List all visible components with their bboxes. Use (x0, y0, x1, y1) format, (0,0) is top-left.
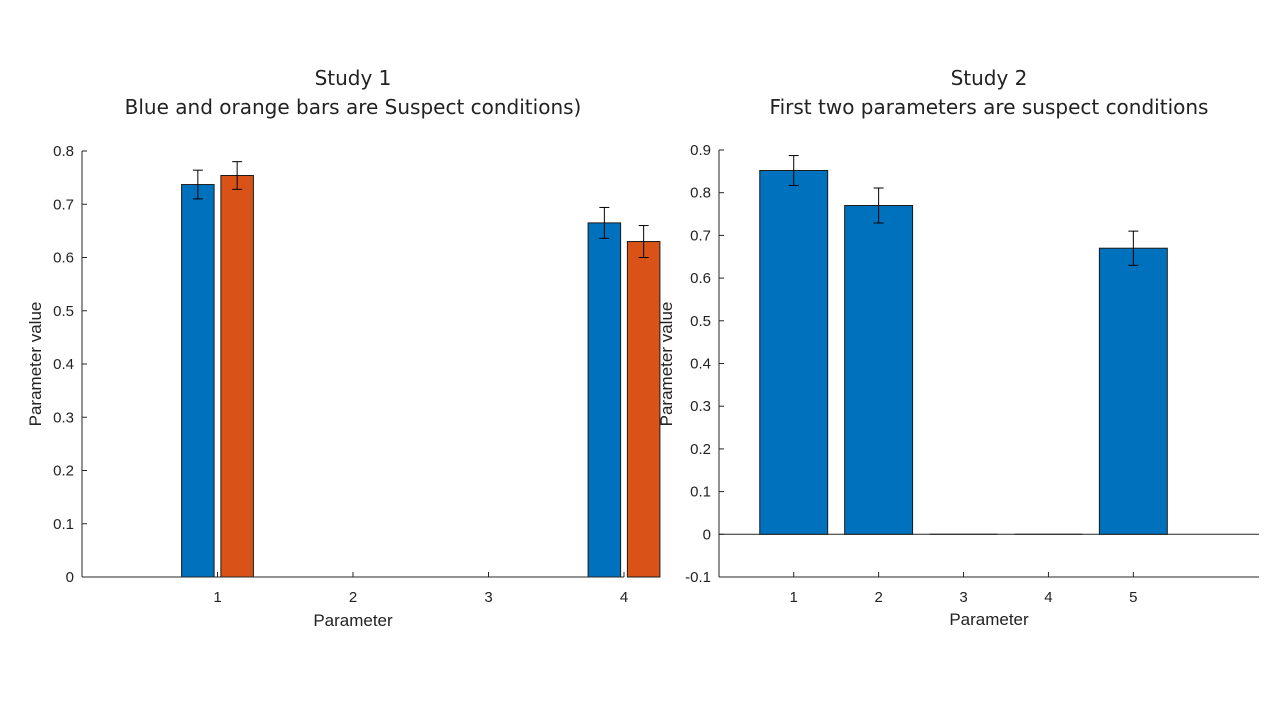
x-tick-label: 5 (1129, 589, 1137, 606)
y-tick-label: 0.4 (690, 356, 711, 373)
x-tick-label: 1 (213, 589, 221, 606)
chart-title: Study 1 (315, 66, 392, 90)
y-tick-label: 0.9 (690, 142, 711, 159)
y-axis: 0 0.1 0.2 0.3 0.4 0.5 0.6 0.7 0.8 (53, 143, 87, 586)
x-axis: 1 2 3 4 5 (719, 572, 1259, 606)
y-tick-label: 0.8 (53, 143, 74, 160)
y-tick-label: 0 (703, 526, 711, 543)
x-tick-label: 3 (959, 589, 967, 606)
chart-title: Study 2 (951, 66, 1028, 90)
y-tick-label: 0 (66, 569, 74, 586)
chart-study-1: Study 1 Blue and orange bars are Suspect… (26, 66, 661, 630)
x-tick-label: 2 (349, 589, 357, 606)
chart-study-2: Study 2 First two parameters are suspect… (657, 66, 1259, 629)
bar (844, 205, 914, 535)
bar (1098, 247, 1168, 535)
y-tick-label: 0.2 (53, 463, 74, 480)
y-axis: -0.1 0 0.1 0.2 0.3 0.4 0.5 0.6 0.7 0.8 0.9 (685, 142, 724, 586)
chart-subtitle: First two parameters are suspect conditi… (770, 95, 1209, 119)
y-tick-label: 0.6 (690, 270, 711, 287)
y-tick-label: 0.1 (53, 516, 74, 533)
y-tick-label: 0.6 (53, 250, 74, 267)
bar (626, 241, 661, 578)
y-tick-label: 0.3 (53, 409, 74, 426)
bar (181, 184, 215, 578)
y-tick-label: 0.4 (53, 356, 74, 373)
bar (587, 222, 622, 578)
y-axis-label: Parameter value (26, 302, 45, 427)
y-tick-label: 0.1 (690, 484, 711, 501)
chart-subtitle: Blue and orange bars are Suspect conditi… (125, 95, 582, 119)
x-axis-label: Parameter (949, 610, 1029, 629)
y-tick-label: 0.2 (690, 441, 711, 458)
x-axis: 1 2 3 4 (82, 572, 628, 606)
x-tick-label: 4 (620, 589, 628, 606)
y-tick-label: 0.5 (53, 303, 74, 320)
x-tick-label: 3 (484, 589, 492, 606)
x-tick-label: 4 (1044, 589, 1052, 606)
y-tick-label: 0.7 (53, 196, 74, 213)
bar (759, 169, 829, 535)
x-tick-label: 1 (790, 589, 798, 606)
y-tick-label: 0.8 (690, 185, 711, 202)
x-tick-label: 2 (874, 589, 882, 606)
y-axis-label: Parameter value (657, 302, 676, 427)
y-tick-label: 0.3 (690, 398, 711, 415)
bars (181, 161, 661, 578)
y-tick-label: 0.5 (690, 313, 711, 330)
bars (719, 155, 1259, 535)
bar (220, 174, 254, 578)
x-axis-label: Parameter (313, 611, 393, 630)
y-tick-label: -0.1 (685, 569, 711, 586)
y-tick-label: 0.7 (690, 227, 711, 244)
